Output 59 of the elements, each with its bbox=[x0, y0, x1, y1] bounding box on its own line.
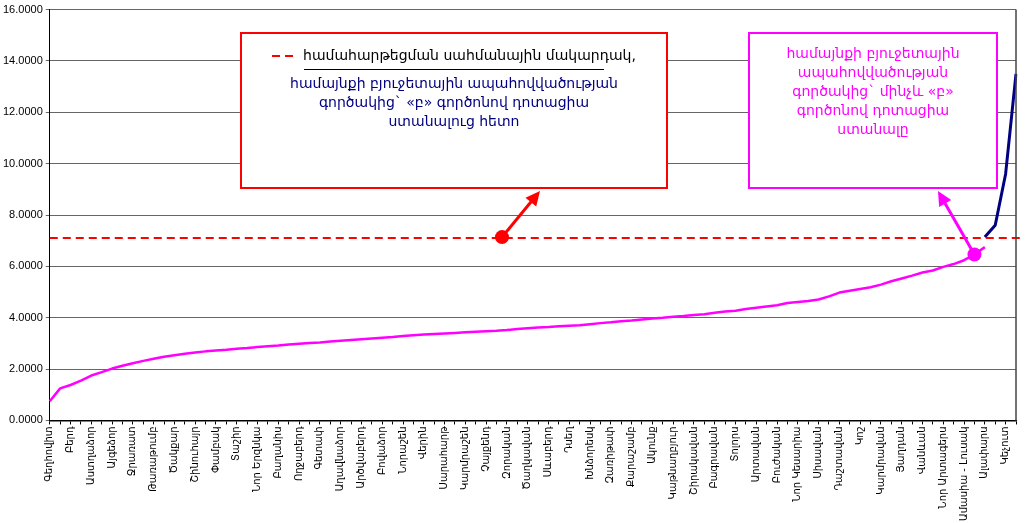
x-tick-label: Կարմրաշեն bbox=[458, 426, 470, 490]
x-tick-label: Փամբակ bbox=[209, 426, 221, 474]
x-tick-label: Զառիթափ bbox=[604, 426, 616, 484]
y-tick-label: 0.0000 bbox=[9, 413, 43, 426]
legend-label: համահարթեցման սահմանային մակարդակ, bbox=[303, 46, 636, 65]
x-tick-label: Արծվաբերդ bbox=[355, 426, 367, 489]
x-tick-label: Աստղաձոր bbox=[84, 426, 96, 486]
x-tick-label: Բերդ bbox=[64, 426, 76, 454]
x-tick-label: Նոր Երզնկա bbox=[251, 426, 263, 493]
x-tick-label: Ակունք bbox=[645, 426, 657, 464]
x-tick-label: Գեղհովիտ bbox=[43, 426, 55, 482]
y-tick-label: 14.0000 bbox=[3, 53, 43, 66]
x-tick-label: Ողջաբերդ bbox=[292, 426, 304, 482]
x-tick-label: Տաշիր bbox=[230, 426, 242, 461]
x-tick-label: Ծաղկավան bbox=[521, 426, 533, 490]
x-tick-label: Ջրառատ bbox=[126, 426, 138, 477]
y-tick-label: 10.0000 bbox=[3, 156, 43, 169]
x-tick-label: Սիսավան bbox=[812, 426, 824, 479]
x-tick-label: Ծակքար bbox=[168, 426, 180, 474]
x-tick-label: Զորական bbox=[500, 426, 512, 480]
x-tick-label: Շինուհայր bbox=[188, 426, 200, 483]
x-tick-label: Քարաշամբ bbox=[625, 426, 637, 488]
x-tick-label: Կեչուտ bbox=[999, 426, 1011, 465]
y-tick-label: 8.0000 bbox=[9, 208, 43, 221]
y-tick-label: 2.0000 bbox=[9, 362, 43, 375]
x-tick-label: Թառաթումբ bbox=[147, 426, 159, 492]
x-tick-label: Վերին bbox=[417, 426, 429, 460]
x-tick-label: Կարմրավան bbox=[874, 426, 886, 495]
x-tick-label: Բուժական bbox=[770, 426, 782, 484]
x-tick-label: Նորաշեն bbox=[396, 426, 408, 474]
x-tick-label: Գետափ bbox=[313, 426, 325, 470]
x-tick-label: Չայքենդ bbox=[479, 426, 491, 472]
x-tick-label: Նոր Արտագերս bbox=[936, 426, 948, 509]
x-tick-label: Բագրավան bbox=[708, 426, 720, 489]
x-tick-label: Ալափարս bbox=[978, 426, 990, 479]
x-tick-label: Վանևան bbox=[916, 426, 928, 475]
x-tick-label: Սևաբերդ bbox=[542, 426, 554, 478]
x-tick-label: Բաղանիս bbox=[271, 426, 283, 479]
callout-box: համահարթեցման սահմանային մակարդակ, համայնքի բյուջետային ապահովվածության գործակից` «բ» գործոնով դոտացիա ստանալուց հետո bbox=[240, 32, 668, 189]
x-tick-label: Բովաձոր bbox=[375, 426, 387, 475]
x-tick-label: Աղավնաձոր bbox=[334, 426, 346, 492]
x-tick-label: Դաշտավան bbox=[832, 426, 844, 491]
x-tick-label: Կաթնաղբյուր bbox=[666, 426, 678, 500]
y-tick-label: 6.0000 bbox=[9, 259, 43, 272]
y-tick-label: 4.0000 bbox=[9, 310, 43, 323]
x-tick-label: Յաղդան bbox=[895, 426, 907, 473]
x-tick-label: Արտավան bbox=[749, 426, 761, 483]
y-tick-label: 16.0000 bbox=[3, 2, 43, 15]
x-tick-label: Նոր Կեսարիա bbox=[791, 426, 803, 502]
x-tick-label: Ամասիա - Լուսակ bbox=[957, 426, 969, 522]
x-tick-label: Տոլորս bbox=[729, 426, 741, 462]
x-tick-label: Սարահարթ bbox=[438, 425, 450, 490]
x-tick-label: Շիրակավան bbox=[687, 426, 699, 495]
x-tick-label: Այգեձոր bbox=[105, 426, 117, 469]
x-tick-label: Դսեղ bbox=[562, 425, 574, 454]
callout-box: համայնքի բյուջետային ապահովվածության գործակից` մինչև «բ» գործոնով դոտացիա ստանալը bbox=[748, 32, 998, 189]
x-tick-label: Խնձորեսկ bbox=[583, 426, 595, 480]
y-tick-label: 12.0000 bbox=[3, 105, 43, 118]
x-tick-label: Կոշ bbox=[853, 426, 865, 446]
